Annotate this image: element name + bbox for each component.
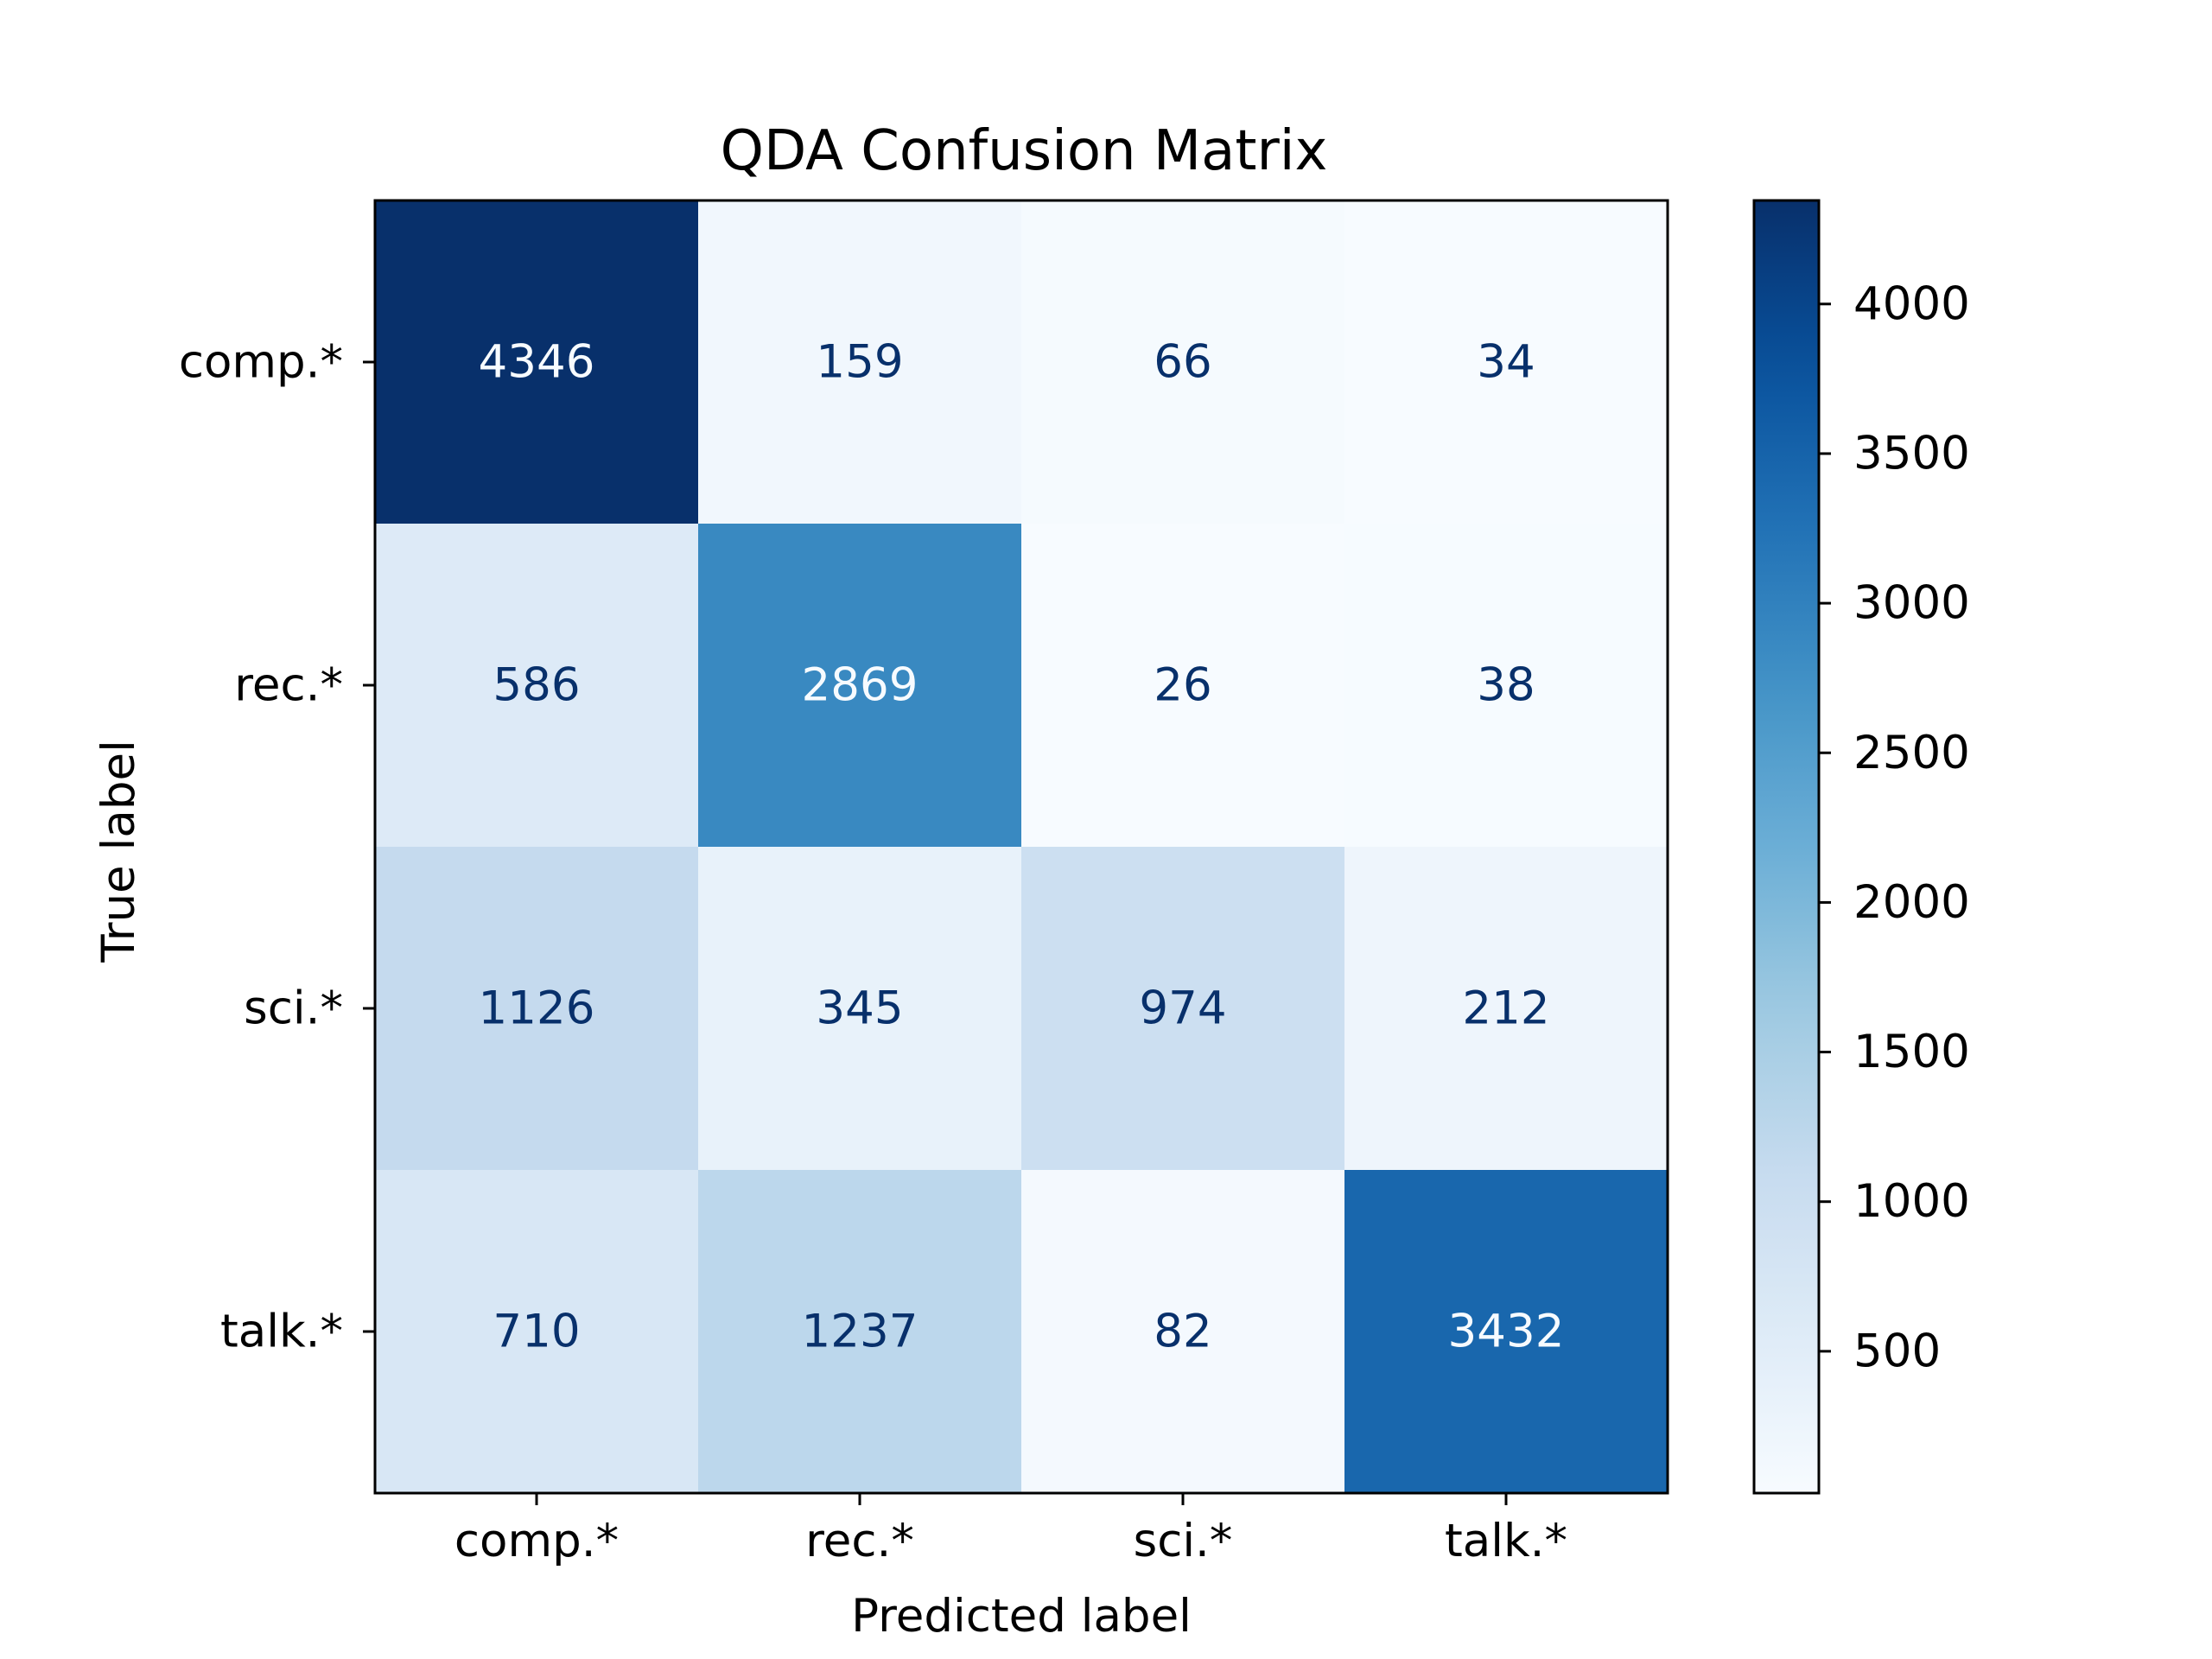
heatmap-cell	[1344, 524, 1669, 848]
heatmap-cell	[375, 1170, 699, 1494]
colorbar-tick-label: 4000	[1853, 277, 1970, 330]
heatmap-cell	[1021, 524, 1345, 848]
cell-value-label: 345	[816, 982, 903, 1035]
heatmap-cell	[1021, 200, 1345, 524]
cell-value-label: 710	[493, 1306, 580, 1358]
colorbar-tick-label: 1500	[1853, 1026, 1970, 1078]
cell-value-label: 82	[1154, 1306, 1211, 1358]
cell-value-label: 26	[1154, 659, 1211, 712]
plot-frame	[373, 199, 1669, 1495]
heatmap-cell	[698, 1170, 1022, 1494]
heatmap-cell	[698, 200, 1022, 524]
colorbar-tick-label: 1000	[1853, 1175, 1970, 1228]
x-tick-label: rec.*	[805, 1515, 914, 1567]
x-tick-label: talk.*	[1445, 1515, 1567, 1567]
y-tick-label: sci.*	[244, 982, 343, 1035]
chart-title: QDA Confusion Matrix	[721, 119, 1328, 183]
y-axis-title: True label	[92, 740, 145, 963]
heatmap-cell	[375, 847, 699, 1171]
cell-value-label: 4346	[479, 336, 595, 389]
cell-value-label: 586	[493, 659, 580, 712]
y-tick-label: talk.*	[220, 1306, 343, 1358]
cell-value-label: 1237	[802, 1306, 918, 1358]
colorbar-tick-label: 3500	[1853, 427, 1970, 480]
colorbar-tick-label: 3000	[1853, 577, 1970, 630]
x-axis-title: Predicted label	[851, 1590, 1192, 1643]
heatmap-cell	[698, 847, 1022, 1171]
colorbar-tick-label: 2000	[1853, 876, 1970, 929]
cell-value-label: 34	[1477, 336, 1535, 389]
heatmap-cells: 4346 159 66 34 586 2869 26 38 1126 345 974 212 710 12…	[375, 200, 1669, 1494]
x-tick-label: comp.*	[454, 1515, 619, 1567]
colorbar-ticks: 500 1000 1500 2000 2500 3000 3500 4000	[1819, 277, 1970, 1377]
heatmap-cell	[1344, 200, 1669, 524]
heatmap-cell	[1021, 847, 1345, 1171]
colorbar-tick-label: 500	[1853, 1325, 1941, 1377]
colorbar-tick-label: 2500	[1853, 727, 1970, 779]
cell-value-label: 1126	[479, 982, 595, 1035]
cell-value-label: 974	[1139, 982, 1226, 1035]
cell-value-label: 38	[1477, 659, 1535, 712]
y-tick-label: comp.*	[179, 336, 343, 389]
cell-value-label: 66	[1154, 336, 1211, 389]
cell-value-label: 212	[1462, 982, 1549, 1035]
x-axis-ticks: comp.* rec.* sci.* talk.*	[454, 1493, 1567, 1567]
cell-value-label: 3432	[1448, 1306, 1565, 1358]
heatmap-cell	[1021, 1170, 1345, 1494]
heatmap-cell	[375, 200, 699, 524]
colorbar-frame	[1752, 199, 1821, 1495]
cell-value-label: 159	[816, 336, 903, 389]
heatmap-cell	[1344, 847, 1669, 1171]
y-tick-label: rec.*	[234, 659, 343, 712]
heatmap-cell	[1344, 1170, 1669, 1494]
x-tick-label: sci.*	[1134, 1515, 1233, 1567]
cell-value-label: 2869	[802, 659, 918, 712]
colorbar-fill	[1754, 200, 1819, 1493]
heatmap-cell	[698, 524, 1022, 848]
heatmap-cell	[375, 524, 699, 848]
y-axis-ticks: comp.* rec.* sci.* talk.*	[179, 336, 375, 1358]
